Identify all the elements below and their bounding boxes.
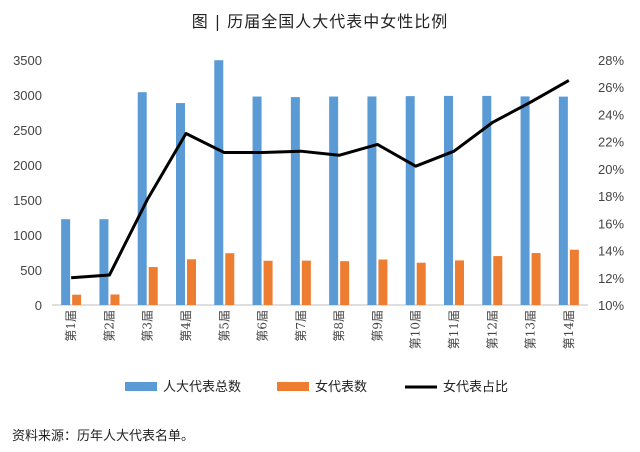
x-tick-label: 第7届 <box>294 310 308 342</box>
bar-total <box>99 219 109 305</box>
right-tick-label: 20% <box>598 162 624 177</box>
x-tick-label: 第3届 <box>141 310 155 342</box>
left-tick-label: 3000 <box>13 88 42 103</box>
right-tick-label: 26% <box>598 80 624 95</box>
left-tick-label: 2000 <box>13 158 42 173</box>
bar-women <box>301 260 311 305</box>
x-tick-label: 第8届 <box>332 310 346 342</box>
legend-label-share: 女代表占比 <box>443 379 508 395</box>
bar-women <box>569 249 579 305</box>
bar-total <box>61 219 71 305</box>
bar-total <box>252 96 262 305</box>
bar-total <box>367 96 377 305</box>
bar-total <box>137 92 147 305</box>
line-women-share <box>71 79 570 280</box>
x-tick-label: 第4届 <box>179 310 193 342</box>
bar-women <box>340 261 350 305</box>
bar-women <box>416 262 426 305</box>
bar-women <box>531 253 541 305</box>
right-tick-label: 24% <box>598 107 624 122</box>
bar-total <box>214 60 224 306</box>
bar-women <box>110 294 120 305</box>
bar-women <box>187 259 196 305</box>
x-tick-label: 第2届 <box>102 310 116 342</box>
left-tick-label: 3500 <box>13 53 42 68</box>
legend-swatch-total <box>125 382 157 391</box>
right-tick-label: 16% <box>598 216 624 231</box>
chart-title: 图 | 历届全国人大代表中女性比例 <box>191 12 449 31</box>
right-tick-label: 12% <box>598 271 624 286</box>
x-tick-label: 第6届 <box>256 310 270 342</box>
bar-total <box>405 96 415 306</box>
bar-women <box>148 267 158 305</box>
bar-total <box>558 96 568 305</box>
x-tick-label: 第10届 <box>409 310 423 349</box>
legend-swatch-women <box>277 382 309 391</box>
bar-women <box>72 294 82 305</box>
bar-total <box>520 96 530 306</box>
left-tick-label: 2500 <box>13 123 42 138</box>
bar-total <box>290 97 300 305</box>
bar-total <box>482 95 492 305</box>
right-tick-label: 14% <box>598 244 624 259</box>
bar-women <box>225 253 235 305</box>
bar-total <box>329 96 339 305</box>
x-tick-label: 第12届 <box>485 310 499 349</box>
legend-label-women: 女代表数 <box>315 379 367 395</box>
legend-label-total: 人大代表总数 <box>163 380 241 395</box>
x-tick-label: 第11届 <box>447 310 461 349</box>
bar-women <box>455 260 464 305</box>
right-tick-label: 10% <box>598 298 624 313</box>
x-tick-label: 第9届 <box>370 310 384 342</box>
left-tick-label: 0 <box>35 298 42 313</box>
bar-total <box>176 103 185 305</box>
x-tick-label: 第13届 <box>524 310 538 349</box>
x-tick-label: 第1届 <box>64 310 78 342</box>
x-tick-label: 第5届 <box>217 310 231 342</box>
x-tick-label: 第14届 <box>562 310 576 349</box>
right-tick-label: 18% <box>598 189 624 204</box>
right-tick-label: 22% <box>598 135 624 150</box>
left-tick-label: 500 <box>20 263 42 278</box>
bar-total <box>444 95 453 305</box>
left-tick-label: 1500 <box>13 193 42 208</box>
bar-women <box>493 256 503 305</box>
right-tick-label: 28% <box>598 53 624 68</box>
bar-women <box>263 260 273 305</box>
source-note: 资料来源：历年人大代表名单。 <box>12 429 195 444</box>
bar-women <box>378 259 388 305</box>
left-tick-label: 1000 <box>13 228 42 243</box>
